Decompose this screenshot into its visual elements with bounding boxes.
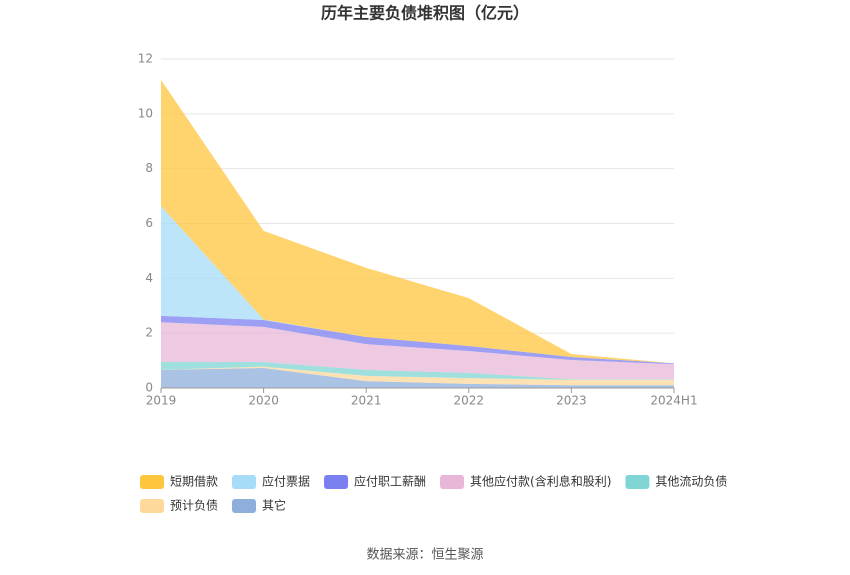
- source: 数据来源：恒生聚源: [366, 548, 483, 563]
- y-tick-label: 8: [145, 161, 153, 175]
- legend-swatch: [140, 475, 164, 489]
- legend-swatch: [232, 499, 257, 513]
- legend-item: 其他流动负债: [625, 475, 727, 489]
- legend-swatch: [440, 475, 465, 489]
- legend-swatch: [324, 475, 349, 489]
- legend-text: 其它: [262, 498, 286, 513]
- area: [161, 79, 674, 364]
- y-tick-label: 0: [145, 381, 153, 395]
- x-tick-label: 2020: [248, 394, 279, 408]
- area: [161, 367, 674, 388]
- y-tick-label: 4: [145, 271, 153, 285]
- x-tick-label: 2019: [146, 394, 177, 408]
- area: [161, 315, 674, 365]
- legend-text: 其他应付款(含利息和股利): [470, 474, 611, 489]
- y-tick-label: 6: [145, 216, 153, 230]
- legend-text: 预计负债: [170, 499, 218, 513]
- legend-text: 应付职工薪酬: [354, 474, 426, 489]
- y-tick-label: 12: [138, 52, 153, 66]
- chart-title: 历年主要负债堆积图（亿元）: [321, 4, 529, 23]
- legend-item: 预计负债: [140, 499, 218, 513]
- legend-swatch: [140, 499, 164, 513]
- y-tick-label: 2: [145, 326, 153, 340]
- x-tick-label: 2022: [454, 394, 485, 408]
- area: [161, 205, 674, 364]
- legend-swatch: [625, 475, 650, 489]
- legend-item: 应付职工薪酬: [324, 474, 426, 489]
- area: [161, 322, 674, 380]
- legend-text: 短期借款: [170, 475, 218, 489]
- y-tick-label: 10: [138, 106, 153, 120]
- legend-swatch: [232, 475, 257, 489]
- legend-item: 短期借款: [140, 475, 218, 489]
- area: [161, 366, 674, 386]
- legend-item: 其他应付款(含利息和股利): [440, 474, 611, 489]
- x-tick-label: 2024H1: [650, 394, 697, 408]
- legend-item: 其它: [232, 498, 286, 513]
- legend-text: 其他流动负债: [655, 475, 727, 489]
- area: [161, 361, 674, 380]
- legend-item: 应付票据: [232, 474, 310, 489]
- x-tick-label: 2023: [556, 394, 587, 408]
- x-tick-label: 2021: [351, 394, 382, 408]
- legend-text: 应付票据: [262, 474, 310, 489]
